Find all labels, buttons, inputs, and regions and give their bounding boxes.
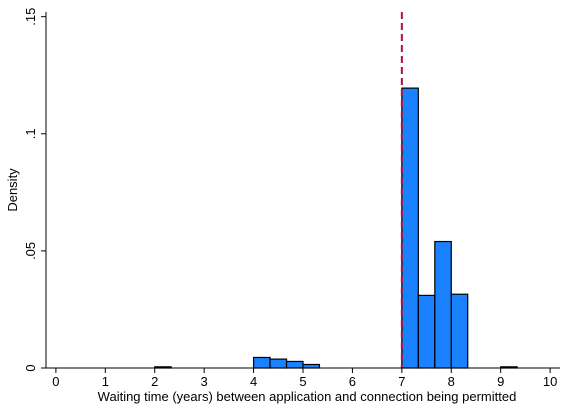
x-tick-label-5: 5 — [299, 374, 306, 389]
histogram-bar-8 — [450, 293, 469, 369]
y-tick-label-1: .05 — [23, 242, 38, 260]
x-tick-label-1: 1 — [102, 374, 109, 389]
y-axis-title: Density — [5, 168, 20, 212]
x-axis-title: Waiting time (years) between application… — [98, 389, 517, 404]
y-tick-label-3: .15 — [23, 8, 38, 26]
bars-group — [154, 87, 518, 369]
histogram-bar-1 — [252, 356, 271, 369]
x-tick-label-6: 6 — [349, 374, 356, 389]
histogram-bar-6 — [417, 294, 436, 369]
histogram-bar-5 — [401, 87, 419, 369]
x-tick-label-7: 7 — [398, 374, 405, 389]
y-tick-label-0: 0 — [23, 364, 38, 371]
y-tick-label-2: .1 — [23, 128, 38, 139]
x-tick-label-8: 8 — [448, 374, 455, 389]
x-tick-label-9: 9 — [497, 374, 504, 389]
x-tick-label-2: 2 — [151, 374, 158, 389]
x-ticks: 0 1 2 3 4 5 6 7 8 9 10 — [52, 368, 557, 389]
histogram-bar-7 — [434, 240, 452, 369]
x-tick-label-0: 0 — [52, 374, 59, 389]
y-ticks: 0 .05 .1 .15 — [23, 8, 46, 372]
histogram-bar-3 — [285, 360, 304, 369]
x-tick-label-3: 3 — [201, 374, 208, 389]
histogram-bar-4 — [302, 363, 321, 369]
histogram-bar-2 — [269, 358, 288, 369]
x-tick-label-4: 4 — [250, 374, 257, 389]
x-tick-label-10: 10 — [543, 374, 557, 389]
